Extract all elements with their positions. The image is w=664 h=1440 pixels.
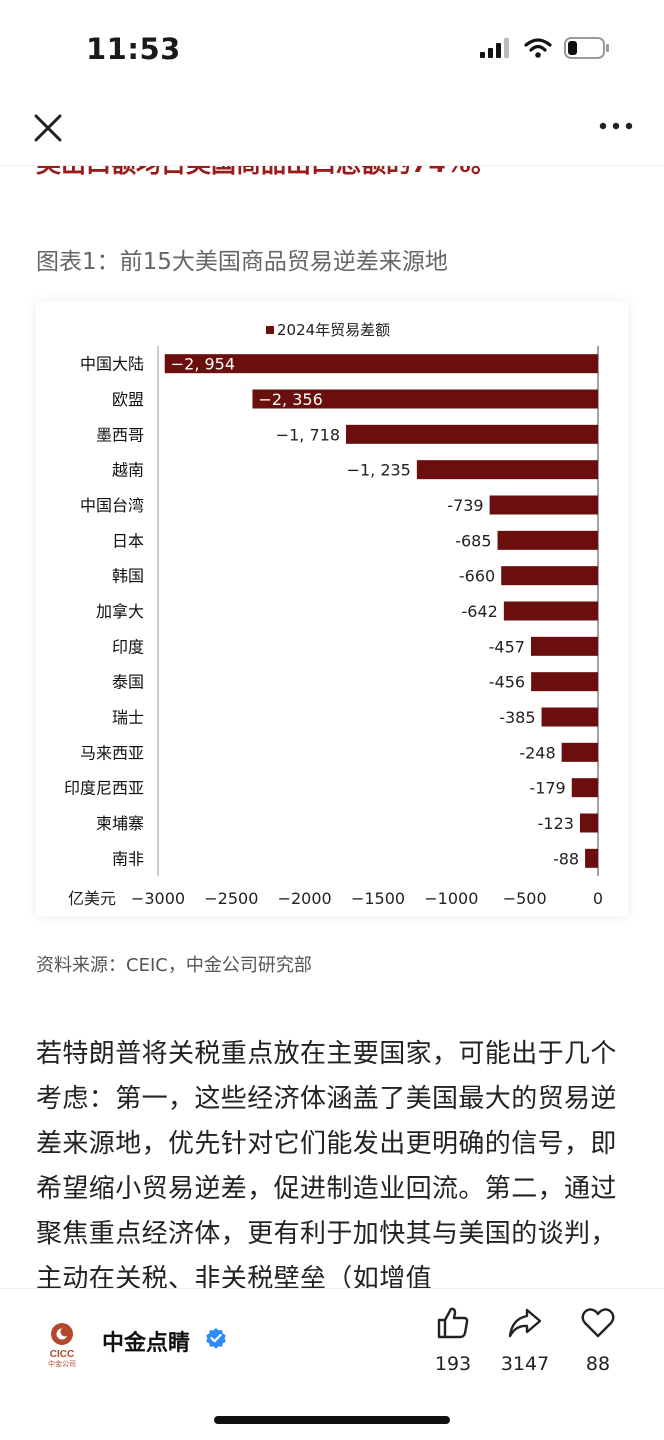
- category-label-5: 日本: [112, 531, 144, 550]
- value-label-9: -456: [489, 673, 525, 692]
- author-logo-subtext: 中金公司: [48, 1359, 76, 1367]
- value-label-10: -385: [499, 708, 535, 727]
- bar-13: [579, 813, 598, 833]
- figure-source: 资料来源：CEIC，中金公司研究部: [36, 955, 312, 976]
- favorite-count: 88: [585, 1353, 611, 1375]
- author-name[interactable]: 中金点睛: [102, 1331, 191, 1356]
- status-time: 11:53: [86, 32, 181, 66]
- share-button[interactable]: 3147: [490, 1305, 560, 1375]
- x-tick-label-2: −2000: [278, 889, 332, 908]
- article-content: 美出口额均占美国商品出口总额的74%。 图表1：前15大美国商品贸易逆差来源地 …: [0, 166, 664, 1288]
- category-label-9: 泰国: [112, 673, 144, 692]
- wifi-icon: [524, 38, 552, 58]
- category-label-1: 欧盟: [112, 390, 144, 409]
- value-label-0: −2, 954: [171, 355, 235, 374]
- x-tick-label-5: −500: [503, 889, 547, 908]
- category-label-11: 马来西亚: [80, 743, 144, 762]
- category-label-6: 韩国: [112, 567, 144, 586]
- share-count: 3147: [500, 1353, 550, 1375]
- heart-icon: [581, 1308, 615, 1338]
- value-label-1: −2, 356: [258, 390, 322, 409]
- like-count: 193: [434, 1353, 472, 1375]
- article-paragraph: 若特朗普将关税重点放在主要国家，可能出于几个考虑：第一，这些经济体涵盖了美国最大…: [36, 1039, 617, 1288]
- x-tick-label-3: −1500: [351, 889, 405, 908]
- close-icon[interactable]: [30, 110, 66, 146]
- bar-3: [416, 460, 598, 480]
- bar-14: [585, 848, 598, 868]
- value-label-3: −1, 235: [347, 461, 411, 480]
- value-label-2: −1, 718: [276, 425, 340, 444]
- more-icon[interactable]: [598, 114, 634, 138]
- bar-12: [571, 778, 598, 798]
- x-tick-label-0: −3000: [131, 889, 185, 908]
- bar-6: [501, 566, 598, 586]
- legend-swatch: [266, 326, 274, 334]
- verified-icon: [206, 1328, 226, 1349]
- favorite-button[interactable]: 88: [563, 1305, 633, 1375]
- value-label-6: -660: [459, 567, 495, 586]
- author-logo[interactable]: CICC 中金公司: [42, 1321, 82, 1367]
- thumb-up-icon: [437, 1307, 469, 1339]
- bar-0: [164, 354, 598, 374]
- highlight-text: 美出口额均占美国商品出口总额的74%。: [36, 166, 496, 180]
- value-label-12: -179: [529, 779, 565, 798]
- bar-1: [252, 389, 598, 409]
- category-label-14: 南非: [112, 849, 144, 868]
- value-label-13: -123: [538, 814, 574, 833]
- category-label-8: 印度: [112, 637, 144, 656]
- bottom-bar: CICC 中金公司 中金点睛 193 3147 88: [0, 1288, 664, 1440]
- home-indicator: [214, 1416, 450, 1424]
- value-label-11: -248: [519, 743, 555, 762]
- category-label-10: 瑞士: [112, 708, 144, 727]
- author-logo-text: CICC: [50, 1349, 74, 1360]
- category-label-7: 加拿大: [96, 602, 144, 621]
- x-tick-label-1: −2500: [204, 889, 258, 908]
- bar-11: [561, 742, 598, 762]
- like-button[interactable]: 193: [418, 1305, 488, 1375]
- chart-card: 2024年贸易差额中国大陆 −2, 954 欧盟 −2, 356 墨西哥 −1, 718 越…: [36, 302, 628, 916]
- value-label-4: -739: [447, 496, 483, 515]
- unit-label: 亿美元: [68, 889, 116, 908]
- category-label-2: 墨西哥: [96, 425, 144, 444]
- bar-9: [531, 672, 598, 692]
- x-tick-label-4: −1000: [424, 889, 478, 908]
- share-icon: [508, 1308, 542, 1338]
- nav-bar: [0, 96, 664, 166]
- status-bar: 11:53: [0, 0, 664, 96]
- value-label-14: -88: [553, 849, 579, 868]
- x-tick-label-6: 0: [593, 889, 603, 908]
- category-label-13: 柬埔寨: [96, 814, 144, 833]
- battery-icon: [564, 37, 609, 59]
- bar-4: [489, 495, 598, 515]
- bar-10: [541, 707, 598, 727]
- legend-label: 2024年贸易差额: [277, 321, 390, 339]
- category-label-0: 中国大陆: [80, 355, 144, 374]
- value-label-5: -685: [455, 531, 491, 550]
- category-label-3: 越南: [112, 461, 144, 480]
- signal-icon: [480, 38, 509, 58]
- bar-8: [530, 636, 598, 656]
- bar-7: [503, 601, 598, 621]
- value-label-8: -457: [489, 637, 525, 656]
- category-label-12: 印度尼西亚: [64, 779, 144, 798]
- bar-2: [346, 424, 598, 444]
- category-label-4: 中国台湾: [80, 496, 144, 515]
- value-label-7: -642: [462, 602, 498, 621]
- status-icons: [480, 36, 610, 60]
- bar-5: [497, 530, 598, 550]
- figure-title: 图表1：前15大美国商品贸易逆差来源地: [36, 249, 448, 275]
